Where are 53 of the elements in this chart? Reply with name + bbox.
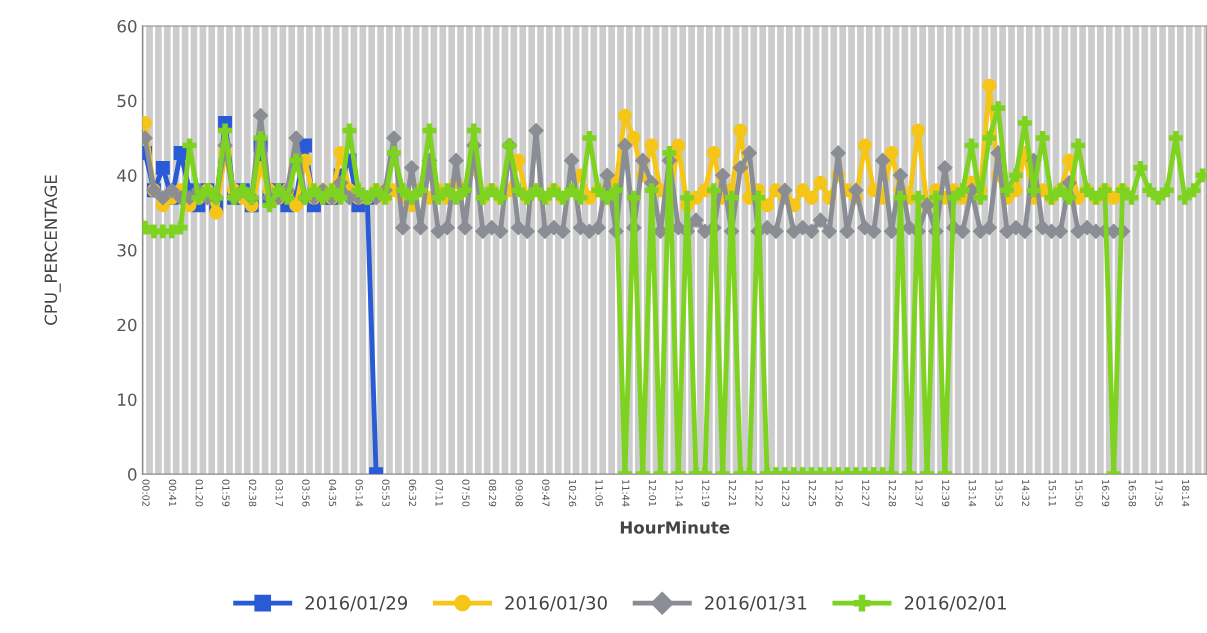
y-tick-label: 0: [128, 468, 137, 481]
x-tick-label: 12:19: [702, 480, 710, 507]
y-tick-label: 50: [117, 94, 137, 108]
legend-label: 2016/01/30: [505, 596, 607, 612]
x-tick-label: 12:23: [782, 480, 790, 507]
legend-label: 2016/01/31: [705, 596, 807, 612]
x-tick-label: 10:26: [568, 480, 577, 507]
x-tick-label: 15:11: [1048, 480, 1056, 507]
x-tick-label: 09:47: [542, 479, 550, 507]
x-tick-label: 14:32: [1022, 480, 1030, 507]
x-tick-label: 01:59: [222, 479, 230, 507]
y-axis-title: CPU_PERCENTAGE: [44, 175, 61, 325]
y-tick-label: 30: [117, 244, 137, 257]
x-tick-label: 05:14: [355, 479, 363, 507]
y-tick-label: 20: [117, 318, 137, 332]
x-tick-label: 12:37: [915, 480, 923, 507]
x-tick-label: 16:29: [1101, 480, 1110, 507]
x-tick-label: 07:11: [435, 479, 443, 507]
x-tick-label: 13:53: [995, 480, 1003, 507]
x-tick-label: 06:32: [408, 479, 417, 507]
x-tick-label: 12:28: [888, 480, 897, 507]
legend-label: 2016/01/29: [305, 596, 408, 612]
x-tick-label: 13:14: [968, 480, 977, 507]
y-tick-label: 40: [117, 169, 137, 182]
x-tick-label: 12:39: [942, 480, 950, 507]
x-tick-label: 18:14: [1181, 480, 1190, 507]
x-tick-label: 17:35: [1155, 480, 1163, 507]
x-tick-label: 11:44: [622, 480, 630, 507]
x-tick-label: 12:27: [862, 480, 870, 507]
x-tick-label: 00:41: [168, 479, 177, 507]
x-tick-label: 03:56: [302, 479, 310, 507]
x-tick-label: 16:58: [1128, 480, 1136, 507]
legend-label: 2016/02/01: [904, 596, 1006, 612]
x-tick-label: 12:14: [675, 480, 683, 507]
x-tick-label: 04:35: [328, 479, 337, 507]
x-tick-label: 08:29: [488, 479, 497, 507]
x-tick-label: 00:02: [142, 479, 150, 507]
x-tick-label: 05:53: [382, 479, 390, 507]
x-tick-label: 02:38: [248, 479, 257, 507]
x-tick-label: 12:26: [835, 480, 843, 507]
y-tick-label: 10: [118, 393, 137, 406]
x-tick-label: 12:01: [648, 480, 657, 507]
x-tick-label: 12:21: [728, 480, 737, 507]
x-tick-label: 12:25: [808, 480, 817, 507]
x-axis-title: HourMinute: [620, 520, 730, 534]
x-tick-label: 11:05: [595, 480, 603, 507]
x-tick-label: 15:50: [1075, 480, 1083, 507]
y-tick-label: 60: [117, 19, 137, 33]
x-tick-label: 01:20: [195, 479, 203, 507]
x-tick-label: 12:22: [755, 480, 763, 507]
x-tick-label: 03:17: [275, 479, 283, 507]
x-tick-label: 07:50: [462, 479, 470, 507]
x-tick-label: 09:08: [515, 479, 523, 507]
